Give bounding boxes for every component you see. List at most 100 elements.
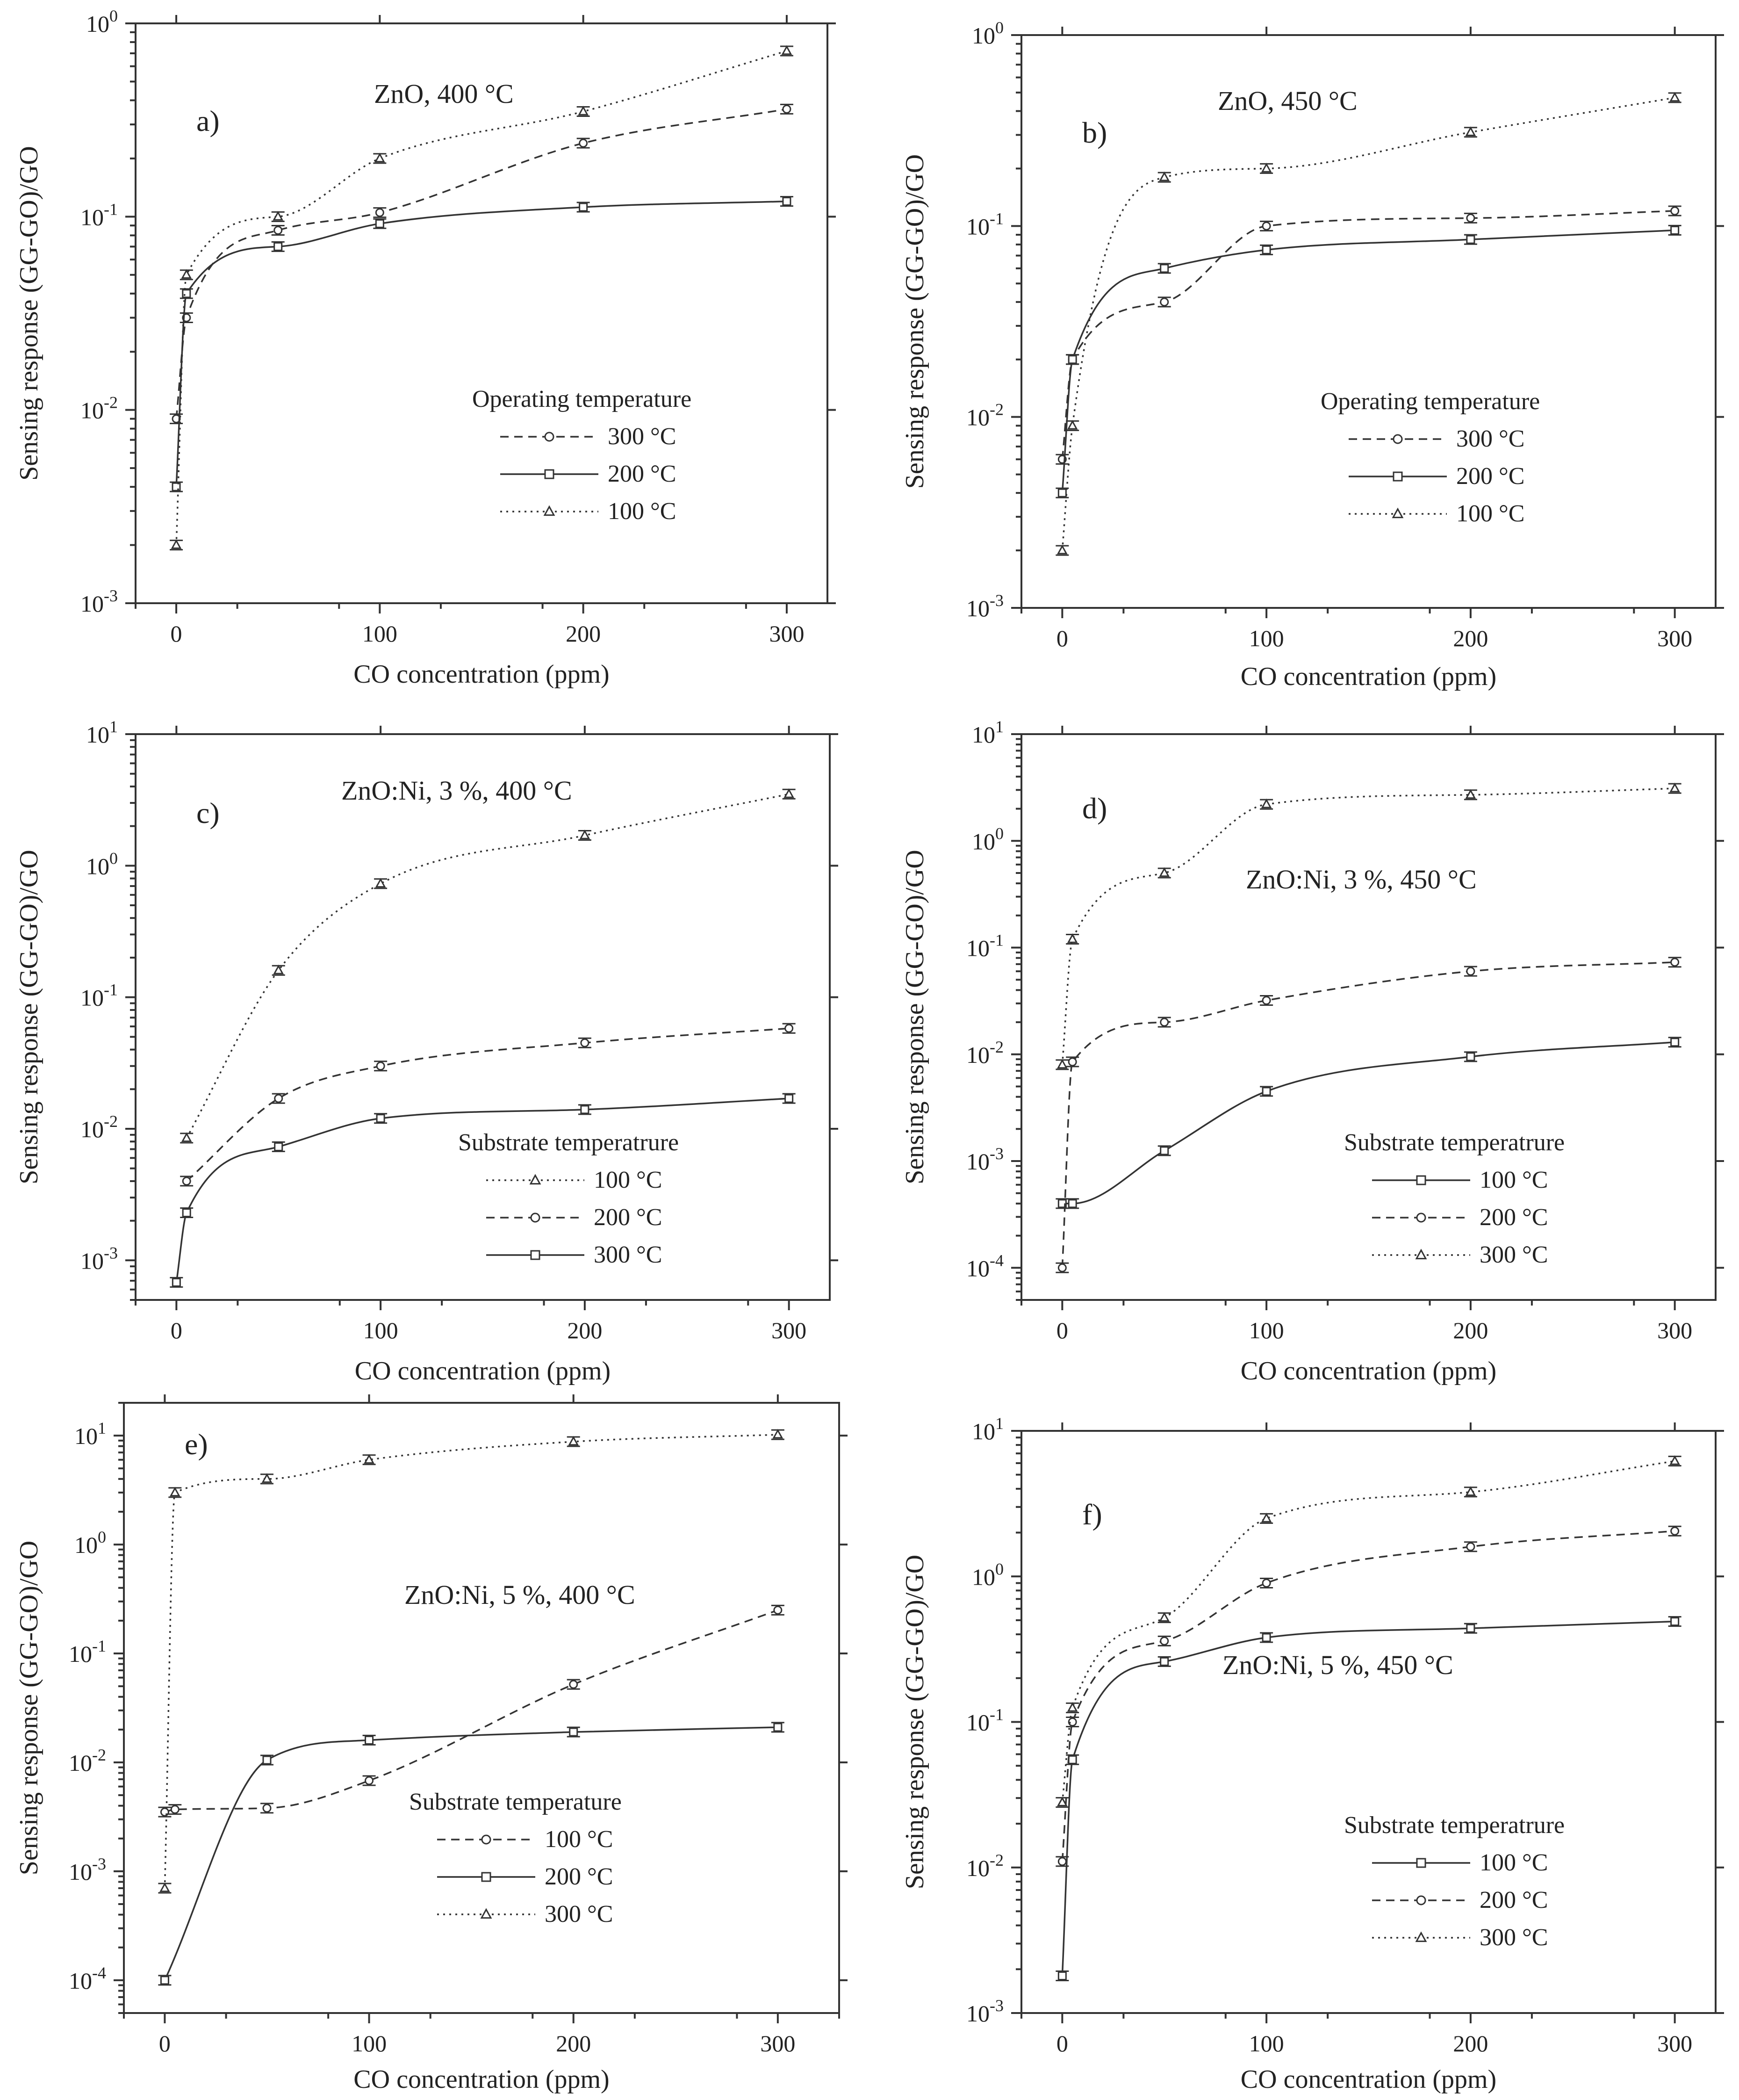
series-2 [1056, 92, 1682, 556]
y-tick-label: 10-3 [966, 1144, 1004, 1175]
y-tick-label: 10-3 [966, 1996, 1004, 2027]
legend-marker [1393, 434, 1403, 444]
x-tick-label: 0 [171, 1317, 182, 1343]
y-tick-label: 10-3 [69, 1855, 106, 1885]
data-point [1262, 1633, 1271, 1642]
y-tick-label: 101 [74, 1419, 106, 1449]
x-tick-label: 300 [1657, 625, 1692, 651]
x-axis-title: CO concentration (ppm) [353, 2065, 609, 2094]
data-point [160, 1976, 169, 1985]
data-point [783, 788, 794, 798]
y-axis-title: Sensing response (GG-GO)/GO [14, 146, 43, 480]
legend-title: Substrate temperatrure [458, 1129, 679, 1156]
data-point [182, 1176, 191, 1186]
plot-frame [135, 733, 831, 1301]
data-point [273, 226, 283, 235]
y-tick-label: 101 [972, 717, 1004, 748]
series-line [1061, 1620, 1675, 1976]
y-axis-title: Sensing response (GG-GO)/GO [14, 850, 43, 1184]
data-point [781, 45, 792, 55]
data-point [1068, 1755, 1077, 1764]
data-point [1669, 782, 1680, 793]
plot-frame [1020, 733, 1717, 1301]
legend-label: 200 °C [545, 1863, 613, 1890]
y-tick-label: 100 [74, 1528, 106, 1558]
legend-label: 200 °C [1456, 463, 1524, 490]
data-point [171, 539, 182, 549]
data-point [1261, 1513, 1272, 1523]
data-point [376, 1114, 385, 1123]
x-tick-label: 300 [760, 2030, 795, 2057]
legend-label: 100 °C [594, 1167, 662, 1193]
series-line [1061, 1460, 1675, 1803]
legend-marker [1416, 1895, 1426, 1905]
data-point [569, 1680, 578, 1689]
y-tick-label: 10-2 [69, 1746, 106, 1776]
y-tick-label: 10-3 [80, 586, 118, 617]
series-2 [1056, 1455, 1682, 1808]
y-tick-label: 10-1 [966, 931, 1004, 961]
chart-panel-c: 0 100 200 300 10-3 10-2 10-1 100 101 CO concentra… [14, 717, 838, 1386]
series-0 [158, 1604, 784, 1818]
panel-title: ZnO:Ni, 5 %, 400 °C [404, 1580, 635, 1610]
data-point [1670, 1526, 1680, 1536]
x-axis-title: CO concentration (ppm) [353, 660, 609, 689]
data-point [1068, 1057, 1077, 1067]
panel-title: ZnO:Ni, 3 %, 450 °C [1246, 864, 1477, 895]
x-tick-label: 300 [769, 621, 804, 647]
data-point [1068, 355, 1077, 364]
data-point [578, 106, 589, 115]
data-point [262, 1755, 272, 1765]
series-line [1061, 210, 1675, 460]
data-point [773, 1723, 783, 1732]
y-tick-label: 10-1 [80, 981, 118, 1011]
series-0 [1056, 1037, 1682, 1209]
x-tick-label: 0 [159, 2030, 171, 2057]
series-line [1061, 1530, 1675, 1862]
panel-label: b) [1082, 116, 1107, 149]
x-tick-label: 300 [771, 1317, 806, 1343]
data-point [376, 1061, 385, 1071]
data-point [1057, 488, 1067, 498]
data-point [1057, 1059, 1068, 1069]
series-2 [170, 1093, 796, 1288]
series-2 [1056, 782, 1682, 1070]
legend-title: Substrate temperature [409, 1789, 622, 1815]
data-point [365, 1776, 374, 1785]
y-tick-label: 10-2 [80, 1112, 118, 1142]
legend-label: 300 °C [1480, 1924, 1548, 1951]
data-point [1262, 245, 1271, 254]
x-tick-label: 200 [556, 2030, 591, 2057]
legend-label: 100 °C [545, 1826, 613, 1853]
x-tick-label: 100 [362, 621, 397, 647]
legend-label: 300 °C [608, 423, 676, 450]
legend-label: 300 °C [1480, 1241, 1548, 1268]
data-point [1057, 544, 1068, 555]
data-point [160, 1807, 169, 1817]
legend-label: 100 °C [1480, 1849, 1548, 1876]
data-point [1466, 967, 1475, 976]
legend-label: 300 °C [594, 1241, 662, 1268]
data-point [1067, 420, 1078, 430]
data-point [782, 104, 791, 114]
legend-label: 100 °C [1480, 1167, 1548, 1193]
legend-marker [1415, 1248, 1427, 1260]
legend-marker [480, 1908, 492, 1919]
x-tick-label: 0 [171, 621, 182, 647]
data-point [1465, 789, 1476, 799]
panel-label: a) [196, 104, 220, 137]
data-point [274, 1094, 283, 1103]
data-point [1067, 933, 1078, 943]
data-point [1261, 163, 1272, 173]
data-point [1466, 1624, 1475, 1633]
legend-label: 100 °C [1456, 500, 1524, 527]
plot-frame [1020, 1430, 1717, 2014]
x-axis-title: CO concentration (ppm) [355, 1357, 611, 1386]
y-tick-label: 10-1 [69, 1637, 106, 1667]
y-tick-label: 10-4 [966, 1251, 1004, 1281]
series-line [1062, 1041, 1675, 1205]
data-point [1057, 1857, 1067, 1866]
data-point [374, 152, 385, 163]
data-point [1262, 996, 1271, 1005]
series-line [1061, 97, 1675, 551]
